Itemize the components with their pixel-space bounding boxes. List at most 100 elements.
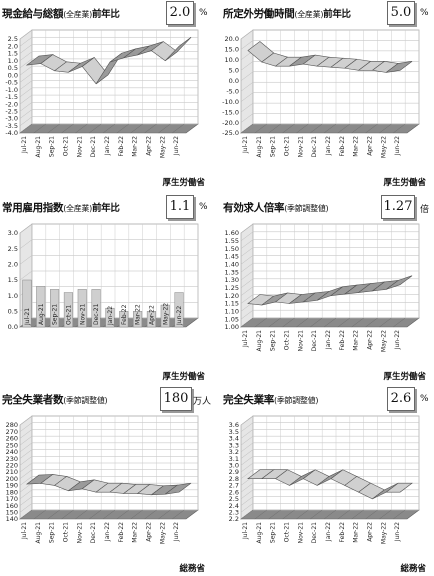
x-tick-label: Dec-21 xyxy=(311,330,318,352)
x-tick-label: Mar-22 xyxy=(135,304,142,325)
x-tick-label: Sep-21 xyxy=(49,136,56,157)
x-tick-label: Aug-21 xyxy=(256,330,263,352)
bar xyxy=(133,311,143,328)
x-tick-label: Jan-22 xyxy=(104,136,111,156)
y-tick-label: 150 xyxy=(6,508,18,516)
floor-divider xyxy=(406,509,420,520)
floor-divider xyxy=(240,509,254,520)
y-tick-label: 250 xyxy=(6,441,18,449)
floor-divider xyxy=(406,123,420,134)
latest-value-box: 5.0 xyxy=(387,1,415,25)
y-tick-label: 220 xyxy=(6,461,18,469)
floor-divider xyxy=(47,123,60,134)
latest-value-box: 2.6 xyxy=(387,387,415,411)
floor-divider xyxy=(185,509,199,520)
y-tick-label: 1.0 xyxy=(8,292,18,300)
y-tick-label: -1.0 xyxy=(5,86,18,94)
x-tick-label: Jun-22 xyxy=(394,136,401,156)
y-tick-label: -15.0 xyxy=(222,108,239,116)
y-tick-label: 3.4 xyxy=(229,435,239,443)
bar xyxy=(119,311,129,328)
y-tick-label: 2.0 xyxy=(8,261,18,269)
panel-title: 常用雇用指数(全産業)前年比 xyxy=(2,202,120,214)
panel-title: 完全失業率(季節調整値) xyxy=(223,394,319,406)
unit-label: % xyxy=(420,394,429,404)
floor-divider xyxy=(102,123,116,134)
gridline-side xyxy=(240,456,254,466)
y-tick-label: 1.10 xyxy=(225,308,239,316)
floor-divider xyxy=(393,123,406,134)
x-tick-label: Jul-21 xyxy=(21,136,28,154)
gridline-side xyxy=(240,429,254,439)
x-tick-label: Nov-21 xyxy=(297,522,304,544)
x-tick-label: Oct-21 xyxy=(283,330,290,350)
gridline-side xyxy=(240,113,254,123)
x-tick-label: Jan-22 xyxy=(104,522,111,542)
floor-divider xyxy=(351,123,364,134)
gridline-side xyxy=(19,37,33,47)
panel-overtime: 所定外労働時間(全産業)前年比 5.0 % -25.0 -20.0 -15.0 -10… xyxy=(221,0,434,190)
x-tick-label: Feb-22 xyxy=(339,330,346,351)
x-tick-label: Oct-21 xyxy=(62,136,69,156)
y-tick-label: 140 xyxy=(6,515,18,523)
ribbon-segment xyxy=(165,482,192,495)
x-tick-label: Sep-21 xyxy=(270,330,277,351)
floor-divider xyxy=(296,509,309,520)
y-tick-label: 20.0 xyxy=(225,35,239,43)
gridline-side xyxy=(240,469,254,479)
gridline-side xyxy=(19,462,33,473)
bar xyxy=(22,279,32,328)
x-tick-label: Aug-21 xyxy=(35,136,42,158)
x-tick-label: Jun-22 xyxy=(394,330,401,350)
chart-side-wall xyxy=(240,29,254,134)
floor-divider xyxy=(254,123,267,134)
floor-divider xyxy=(379,509,392,520)
x-tick-label: Jan-22 xyxy=(325,136,332,156)
gridline-side xyxy=(240,247,254,257)
gridline-side xyxy=(19,476,33,486)
floor-divider xyxy=(337,509,350,520)
floor-divider xyxy=(323,317,337,328)
bar xyxy=(77,289,87,328)
x-tick-label: Jul-21 xyxy=(242,136,249,154)
x-tick-label: Mar-22 xyxy=(353,136,360,157)
x-tick-label: Dec-21 xyxy=(311,136,318,158)
floor-divider xyxy=(310,317,323,328)
floor-divider xyxy=(282,123,295,134)
y-tick-label: 15.0 xyxy=(225,46,239,54)
y-tick-label: 2.7 xyxy=(229,482,239,490)
panel-employment-index: 常用雇用指数(全産業)前年比 1.1 % 0.0 0.5 1.0 1.5 2.0 2.5 3… xyxy=(0,194,213,384)
x-tick-label: Nov-21 xyxy=(79,303,86,325)
x-tick-label: Oct-21 xyxy=(65,305,72,325)
x-tick-label: Mar-22 xyxy=(353,522,360,543)
y-tick-label: 2.5 xyxy=(8,35,18,43)
y-tick-label: 170 xyxy=(6,495,18,503)
x-tick-label: May-22 xyxy=(159,136,166,158)
y-tick-label: 230 xyxy=(6,455,18,463)
chart-job-openings-ratio: 1.001.051.101.151.201.251.301.351.401.45… xyxy=(225,223,420,352)
gridline-side xyxy=(240,462,254,473)
gridline-side xyxy=(19,489,33,500)
floor-divider xyxy=(102,509,116,520)
gridline-side xyxy=(19,65,33,76)
panel-title: 所定外労働時間(全産業)前年比 xyxy=(223,8,351,20)
floor-divider xyxy=(296,317,309,328)
gridline-side xyxy=(19,449,33,459)
gridline-side xyxy=(19,415,33,426)
floor-divider xyxy=(61,123,74,134)
chart-unemployed-persons: 1401501601701801902002102202302402502602… xyxy=(6,415,199,544)
x-tick-label: Jul-21 xyxy=(242,330,249,348)
y-tick-label: 1.5 xyxy=(8,50,18,58)
panel-unemployed-persons: 完全失業者数(季節調整値) 180 万人 140 150 160 170 180 190 2… xyxy=(0,386,213,576)
y-tick-label: 2.5 xyxy=(229,495,239,503)
gridline-side xyxy=(19,73,33,83)
gridline-side xyxy=(240,278,254,289)
y-tick-label: 3.5 xyxy=(229,428,239,436)
bar xyxy=(146,311,156,328)
gridline-side xyxy=(19,503,33,513)
chart-overtime: -25.0 -20.0 -15.0 -10.0 -5.0 0.0 5.0 10.0 15.0 20… xyxy=(222,29,420,158)
floor-divider xyxy=(406,317,420,328)
x-tick-label: Aug-21 xyxy=(256,136,263,158)
floor-divider xyxy=(158,123,171,134)
latest-value-box: 1.27 xyxy=(381,195,415,219)
